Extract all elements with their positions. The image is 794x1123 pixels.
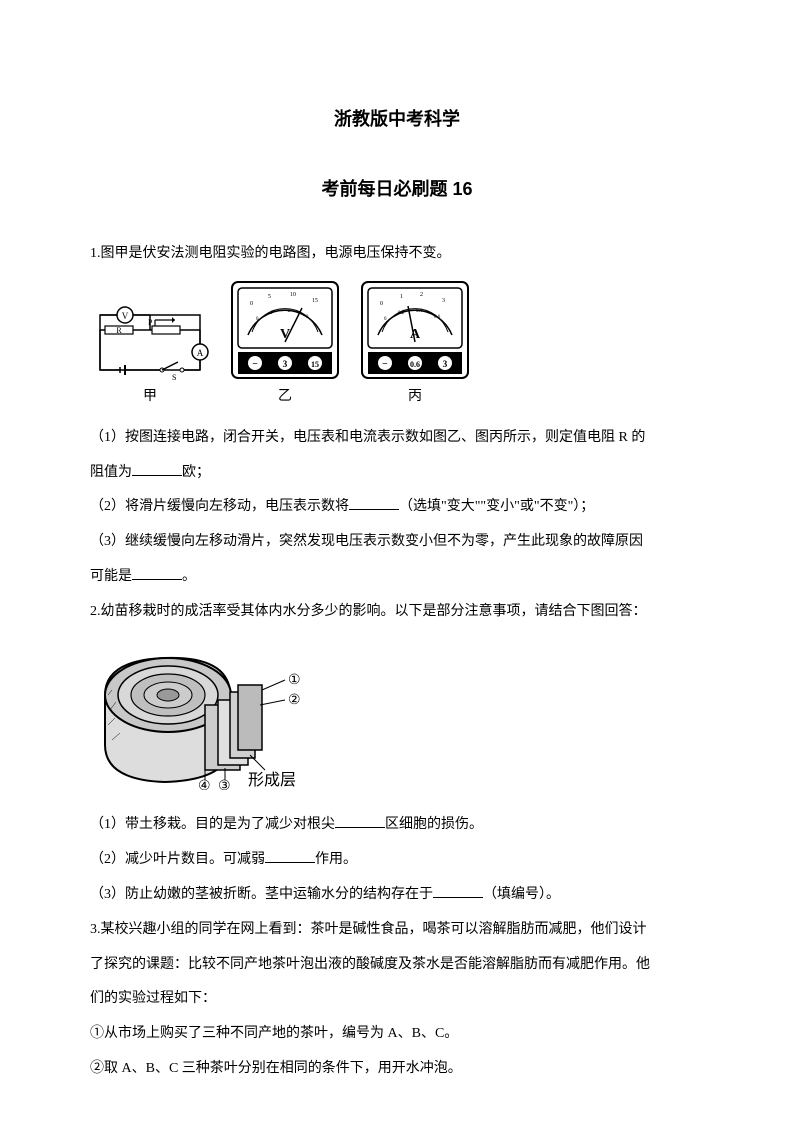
circuit-diagram-icon: V R P A S <box>90 300 210 380</box>
q1-part2: （2）将滑片缓慢向左移动，电压表示数将 （选填"变大""变小"或"不变"）； <box>90 492 704 523</box>
q2-part1-text-a: （1）带土移栽。目的是为了减少对根尖 <box>90 817 335 832</box>
svg-text:①: ① <box>288 673 301 688</box>
q2-part3-text-b: （填编号）。 <box>483 887 560 902</box>
svg-text:0: 0 <box>380 301 383 307</box>
svg-text:0: 0 <box>250 301 253 307</box>
q3-line2: 了探究的课题：比较不同产地茶叶泡出液的酸碱度及茶水是否能溶解脂肪而有减肥作用。他 <box>90 950 704 981</box>
svg-text:0.6: 0.6 <box>410 360 420 369</box>
q1-part2-text-b: （选填"变大""变小"或"不变"）； <box>399 499 594 514</box>
ammeter-figure-group: 0 1 2 3 0 0.2 0.4 0.6 A − 0.6 3 丙 <box>360 280 470 413</box>
svg-text:0.4: 0.4 <box>416 309 423 314</box>
stem-cross-section-icon: ① ② ③ ④ 形成层 <box>90 640 330 790</box>
q2-part1: （1）带土移栽。目的是为了减少对根尖 区细胞的损伤。 <box>90 810 704 841</box>
svg-text:②: ② <box>288 693 301 708</box>
question-1-intro: 1.图甲是伏安法测电阻实验的电路图，电源电压保持不变。 <box>90 239 704 270</box>
svg-text:P: P <box>148 318 153 327</box>
q2-part3-blank <box>433 884 483 898</box>
q1-part1-line2: 阻值为 欧； <box>90 458 704 489</box>
q2-part2: （2）减少叶片数目。可减弱 作用。 <box>90 845 704 876</box>
svg-text:0.6: 0.6 <box>434 315 441 320</box>
svg-text:③: ③ <box>218 779 231 790</box>
q1-part2-text-a: （2）将滑片缓慢向左移动，电压表示数将 <box>90 499 349 514</box>
q1-part1-blank <box>132 462 182 476</box>
q2-part3: （3）防止幼嫩的茎被折断。茎中运输水分的结构存在于 （填编号）。 <box>90 880 704 911</box>
question-1-figures: V R P A S <box>90 280 704 413</box>
q1-part1-text-b: 阻值为 <box>90 465 132 480</box>
q1-part2-blank <box>349 496 399 510</box>
svg-text:15: 15 <box>312 298 318 304</box>
svg-text:5: 5 <box>268 294 271 300</box>
svg-text:1: 1 <box>400 294 403 300</box>
svg-text:V: V <box>122 311 129 321</box>
svg-text:−: − <box>252 359 258 370</box>
document-subtitle: 考前每日必刷题 16 <box>90 170 704 210</box>
q1-part1-text-c: 欧； <box>182 465 210 480</box>
svg-text:0.2: 0.2 <box>398 311 405 316</box>
q1-part3-line1: （3）继续缓慢向左移动滑片，突然发现电压表示数变小但不为零，产生此现象的故障原因 <box>90 527 704 558</box>
circuit-figure-group: V R P A S <box>90 300 210 413</box>
q3-step1: ①从市场上购买了三种不同产地的茶叶，编号为 A、B、C。 <box>90 1019 704 1050</box>
ammeter-label: 丙 <box>408 382 422 413</box>
svg-text:3: 3 <box>442 298 445 304</box>
svg-text:④: ④ <box>198 779 211 790</box>
svg-text:2: 2 <box>420 292 423 298</box>
voltmeter-label: 乙 <box>278 382 292 413</box>
svg-text:3: 3 <box>443 359 448 369</box>
q2-part2-text-a: （2）减少叶片数目。可减弱 <box>90 852 265 867</box>
q1-part3-blank <box>132 566 182 580</box>
q1-part3-text-b: 可能是 <box>90 569 132 584</box>
q1-part3-line2: 可能是 。 <box>90 562 704 593</box>
svg-text:V: V <box>280 327 290 342</box>
q3-intro: 3.某校兴趣小组的同学在网上看到：茶叶是碱性食品，喝茶可以溶解脂肪而减肥，他们设… <box>90 915 704 946</box>
svg-text:A: A <box>410 327 421 342</box>
question-2-intro: 2.幼苗移栽时的成活率受其体内水分多少的影响。以下是部分注意事项，请结合下图回答… <box>90 597 704 628</box>
svg-text:−: − <box>382 359 388 370</box>
q3-line3: 们的实验过程如下： <box>90 984 704 1015</box>
q1-part3-text-c: 。 <box>182 569 196 584</box>
q2-part1-text-b: 区细胞的损伤。 <box>385 817 483 832</box>
svg-text:15: 15 <box>311 360 319 369</box>
svg-text:10: 10 <box>290 292 296 298</box>
svg-text:形成层: 形成层 <box>248 771 296 789</box>
voltmeter-figure-group: 0 5 10 15 0 1 2 3 V − 3 15 乙 <box>230 280 340 413</box>
q3-step2: ②取 A、B、C 三种茶叶分别在相同的条件下，用开水冲泡。 <box>90 1054 704 1085</box>
ammeter-icon: 0 1 2 3 0 0.2 0.4 0.6 A − 0.6 3 <box>360 280 470 380</box>
circuit-label: 甲 <box>143 382 157 413</box>
svg-text:3: 3 <box>283 359 288 369</box>
svg-text:S: S <box>172 373 176 380</box>
q2-part3-text-a: （3）防止幼嫩的茎被折断。茎中运输水分的结构存在于 <box>90 887 433 902</box>
voltmeter-icon: 0 5 10 15 0 1 2 3 V − 3 15 <box>230 280 340 380</box>
q1-part1-line1: （1）按图连接电路，闭合开关，电压表和电流表示数如图乙、图丙所示，则定值电阻 R… <box>90 423 704 454</box>
document-title: 浙教版中考科学 <box>90 100 704 140</box>
q2-part2-text-b: 作用。 <box>315 852 357 867</box>
q2-part2-blank <box>265 849 315 863</box>
q2-part1-blank <box>335 814 385 828</box>
svg-text:A: A <box>197 348 204 358</box>
svg-text:R: R <box>116 326 122 335</box>
